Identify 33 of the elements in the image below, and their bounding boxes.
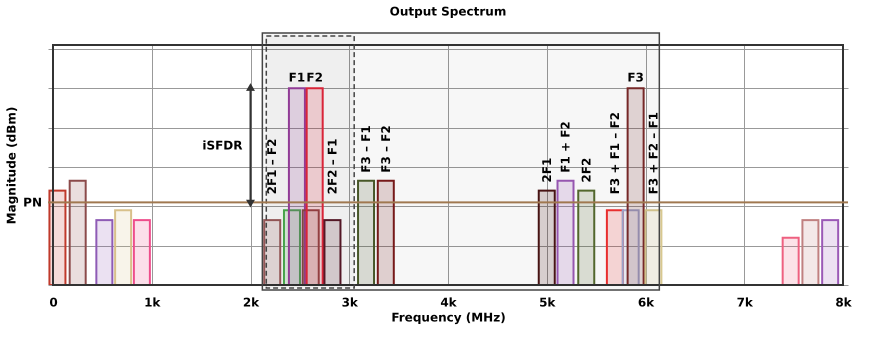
- x-tick-label: 4k: [440, 296, 458, 310]
- bar: [801, 219, 820, 285]
- chart-title: Output Spectrum: [390, 4, 506, 18]
- x-axis-title: Frequency (MHz): [391, 310, 506, 324]
- x-tick-label: 3k: [342, 296, 359, 310]
- annotation: F3 + F1 – F2: [608, 112, 622, 194]
- x-tick-label: 6k: [638, 296, 656, 310]
- x-tick-label: 7k: [736, 296, 754, 310]
- annotation: F3 – F1: [359, 125, 374, 173]
- x-tick-label: 5k: [539, 296, 556, 310]
- bar: [95, 219, 114, 285]
- annotation: F3 + F2 – F1: [646, 112, 660, 194]
- x-tick-label: 0: [49, 296, 58, 310]
- x-tick-label: 8k: [835, 296, 853, 310]
- x-tick-label: 1k: [144, 296, 162, 310]
- annotation: 2F1 – F2: [265, 138, 280, 194]
- annotation: F3 – F2: [378, 125, 393, 173]
- annotation: iSFDR: [202, 138, 242, 152]
- x-tick-label: 2k: [242, 296, 260, 310]
- bar: [132, 219, 151, 285]
- bar: [782, 236, 800, 285]
- bar: [114, 209, 132, 285]
- series-label: F3: [627, 70, 644, 84]
- annotation: 2F1: [540, 158, 554, 183]
- series-label: F1: [288, 70, 306, 84]
- ref-line-label: PN: [23, 195, 42, 210]
- annotation: 2F2 – F1: [325, 138, 340, 194]
- series-label: F2: [306, 70, 323, 84]
- bar: [68, 180, 87, 285]
- bar: [821, 219, 840, 285]
- y-axis-title: Magnitude (dBm): [4, 106, 18, 224]
- annotation: F1 + F2: [558, 121, 573, 173]
- annotation: 2F2: [579, 158, 594, 183]
